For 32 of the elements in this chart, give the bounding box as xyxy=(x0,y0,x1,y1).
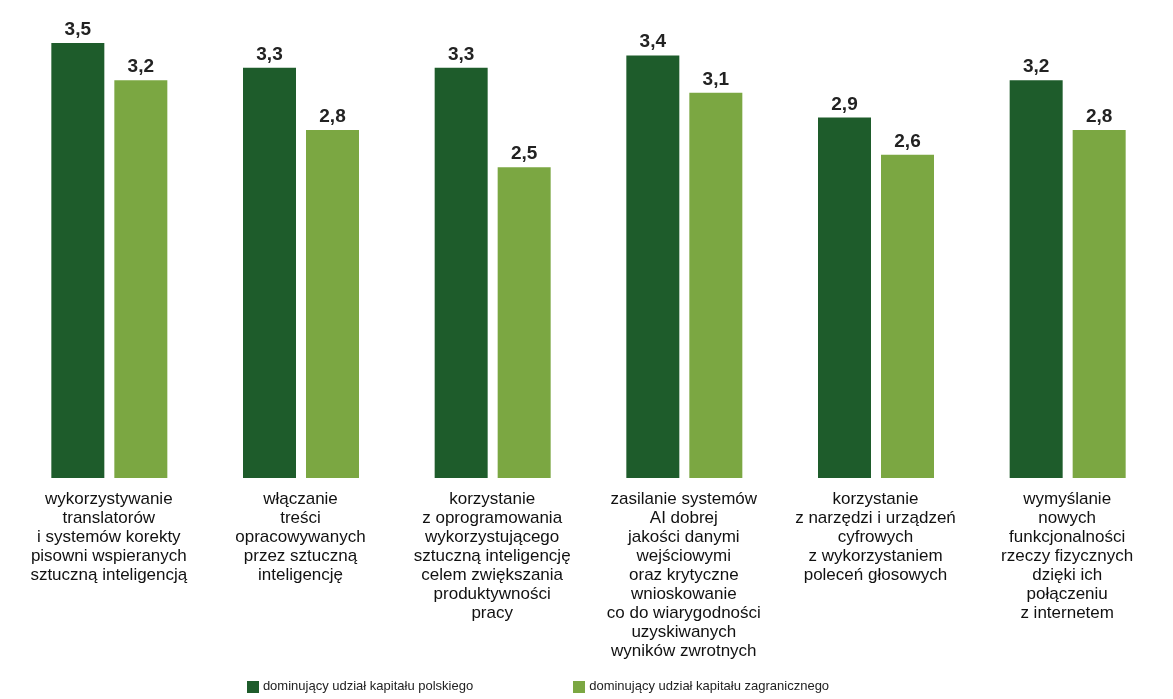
bar xyxy=(306,130,359,478)
x-tick-label: włączanie treści opracowywanych przez sztuczną inteligencję xyxy=(235,489,366,584)
data-label: 3,5 xyxy=(64,18,92,39)
bar xyxy=(881,154,934,478)
data-label: 3,4 xyxy=(639,30,667,52)
bar xyxy=(1009,80,1063,478)
category-label: zasilanie systemów AI dobrej jakości danymi wejściowymi oraz krytyczne wnioskowanie co do wiarygodności uzyskiwanych wyników zwrotnych xyxy=(606,489,761,660)
legend-label: dominujący udział kapitału polskiego xyxy=(262,678,474,693)
data-label: 3,2 xyxy=(1022,55,1050,77)
bar xyxy=(818,117,871,478)
data-label: 2,8 xyxy=(319,105,346,126)
bar xyxy=(497,167,551,478)
data-label: 2,8 xyxy=(1085,105,1113,126)
data-label: 3,1 xyxy=(702,67,730,89)
data-label: 2,5 xyxy=(510,142,538,164)
x-tick-label: korzystanie z narzędzi i urządzeń cyfrowych z wykorzystaniem poleceń głosowych xyxy=(795,489,956,584)
bar xyxy=(434,67,488,478)
data-label: 2,6 xyxy=(894,129,921,151)
bar xyxy=(1072,130,1126,478)
data-label: 3,2 xyxy=(127,55,155,77)
bar xyxy=(243,67,296,478)
bar xyxy=(51,43,105,478)
x-tick-label: korzystanie z oprogramowania wykorzystującego sztuczną inteligencję celem zwiększania produktywności pracy xyxy=(413,489,571,622)
data-label: 3,3 xyxy=(447,42,475,64)
bar xyxy=(114,80,168,478)
x-tick-label: wymyślanie nowych funkcjonalności rzeczy fizycznych dzięki ich połączeniu z internetem xyxy=(1001,489,1134,622)
x-tick-label: wykorzystywanie translatorów i systemów korekty pisowni wspieranych sztuczną inteligencją xyxy=(30,489,188,584)
legend-label: dominujący udział kapitału zagranicznego xyxy=(589,678,830,693)
bar xyxy=(689,92,743,478)
data-label: 3,3 xyxy=(256,42,283,64)
bar xyxy=(626,55,680,478)
data-label: 2,9 xyxy=(831,92,858,114)
